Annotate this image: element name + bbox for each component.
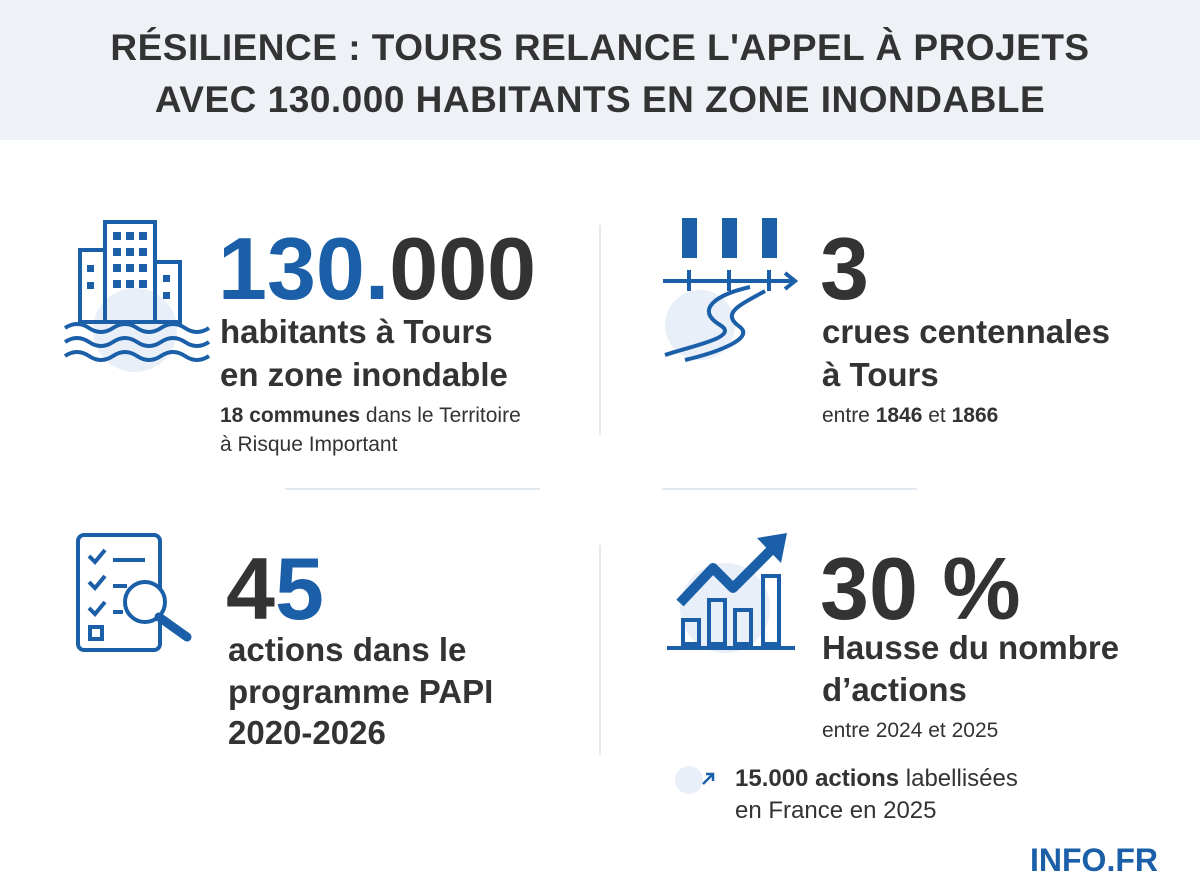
brand: INFO.FR [1030, 842, 1158, 878]
stat-number: 45 [226, 545, 324, 633]
note-part: dans le Territoire [360, 404, 521, 427]
stat-note: à Risque Important [220, 434, 397, 455]
title-line: AVEC 130.000 HABITANTS EN ZONE INONDABLE [154, 79, 1046, 120]
note-part: en France en 2025 [735, 797, 937, 824]
divider [662, 488, 917, 490]
number-part: 4 [226, 539, 275, 638]
header: RÉSILIENCE : TOURS RELANCE L'APPEL À PRO… [0, 0, 1200, 140]
number-part: 30 % [820, 539, 1021, 638]
stat-label: crues centennales [822, 313, 1110, 350]
stat-note: entre 1846 et 1866 [822, 405, 998, 426]
note-part: 1846 [875, 404, 923, 427]
title-line: RÉSILIENCE : TOURS RELANCE L'APPEL À PRO… [110, 27, 1090, 68]
divider [599, 225, 601, 435]
buildings-icon [63, 220, 211, 372]
number-part: 5 [274, 539, 324, 638]
river-icon [663, 218, 799, 362]
note-part: 15.000 actions [735, 765, 900, 792]
stat-note: entre 2024 et 2025 [822, 720, 998, 741]
extra-note: 15.000 actions labellisées [735, 765, 1018, 793]
stat-label: habitants à Tours [220, 313, 493, 350]
note-part: 18 communes [220, 404, 361, 427]
stat-number: 130.000 [218, 225, 536, 313]
note-part: entre [822, 404, 876, 427]
stat-label: Hausse du nombre [822, 629, 1120, 666]
stat-label: en zone inondable [220, 356, 508, 393]
extra-note: en France en 2025 [735, 797, 936, 825]
number-part: 3 [820, 219, 869, 318]
number-part: 000 [389, 219, 537, 318]
stat-note: 18 communes dans le Territoire [220, 405, 521, 426]
stat-label: programme PAPI [228, 673, 494, 710]
note-part: 1866 [951, 404, 999, 427]
stat-label: actions dans le [228, 631, 467, 668]
number-part: 130. [218, 219, 390, 318]
note-part: et [922, 404, 952, 427]
stat-number: 3 [820, 225, 869, 313]
note-part: labellisées [899, 765, 1018, 792]
stat-number: 30 % [820, 545, 1021, 633]
stat-label: 2020-2026 [228, 714, 386, 751]
arrow-icon [675, 766, 715, 794]
note-part: à Risque Important [220, 433, 398, 456]
divider [599, 545, 601, 755]
divider [285, 488, 540, 490]
growth-icon [667, 533, 795, 653]
checklist-icon [76, 533, 192, 652]
stat-label: à Tours [822, 356, 939, 393]
stat-label: d’actions [822, 671, 967, 708]
note-part: entre 2024 et 2025 [822, 719, 999, 742]
